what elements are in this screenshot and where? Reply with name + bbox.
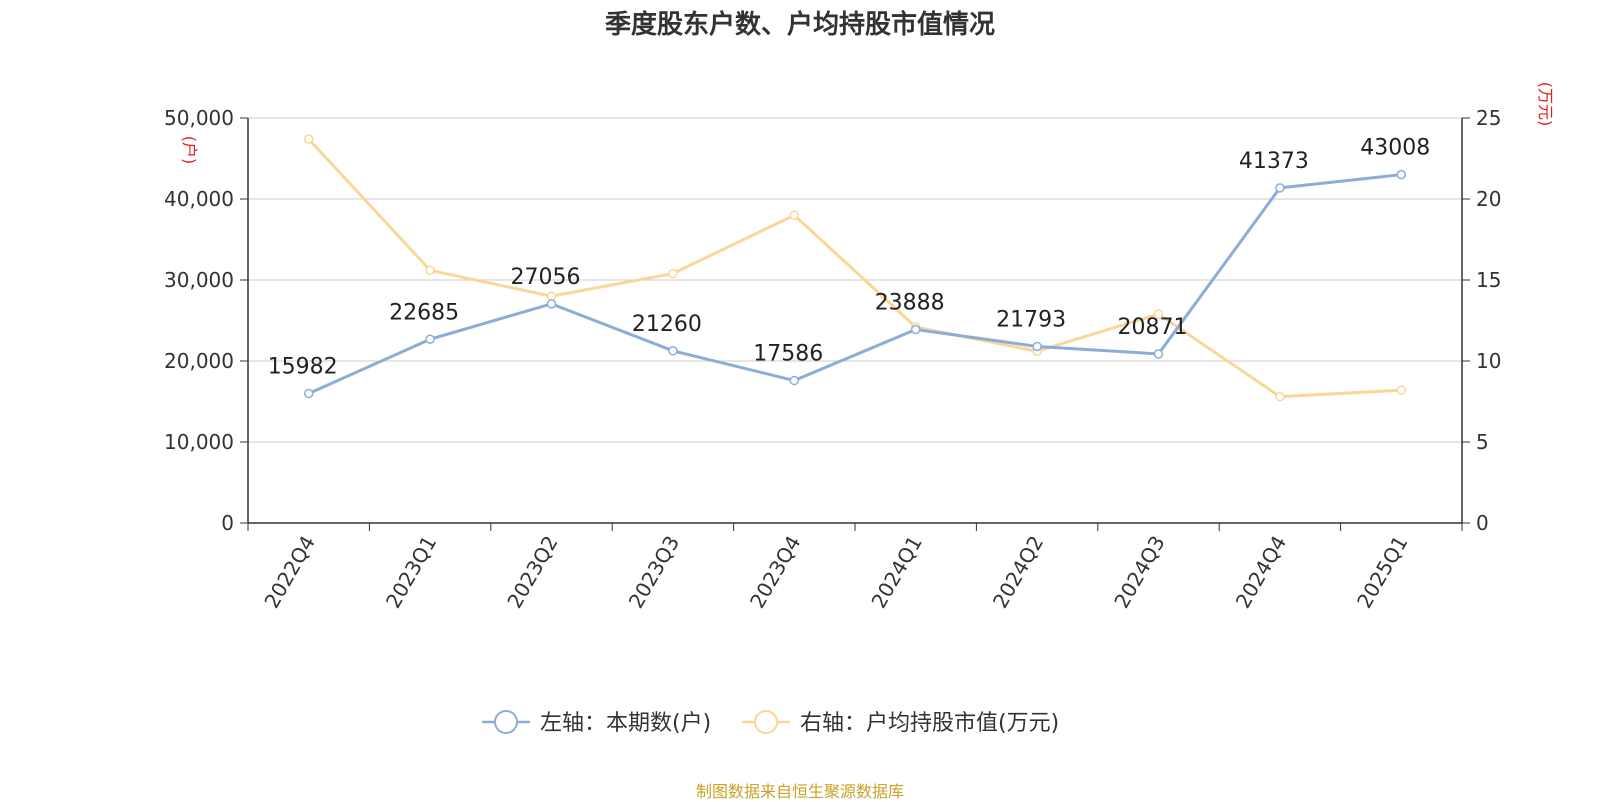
data-point[interactable] (910, 324, 921, 335)
data-point[interactable] (789, 210, 800, 220)
axes: 010,00020,00030,00040,00050,000051015202… (164, 82, 1555, 612)
data-label: 20871 (1118, 315, 1188, 340)
right-axis-tick-label: 0 (1476, 511, 1489, 535)
legend-label: 左轴：本期数(户) (540, 711, 711, 736)
data-point[interactable] (303, 134, 314, 144)
series-line (307, 138, 1402, 399)
data-point[interactable] (789, 375, 800, 386)
right-axis-tick-label: 10 (1476, 349, 1501, 373)
right-axis-unit: (万元) (1536, 82, 1555, 127)
x-axis-tick-label: 2023Q4 (745, 532, 805, 613)
legend[interactable]: 左轴：本期数(户) 右轴：户均持股市值(万元) (482, 710, 1059, 736)
legend-label: 右轴：户均持股市值(万元) (800, 711, 1059, 736)
data-label: 23888 (875, 291, 945, 316)
legend-swatch-marker (494, 710, 518, 734)
x-axis-tick-label: 2023Q2 (502, 532, 562, 613)
chart-title: 季度股东户数、户均持股市值情况 (604, 10, 995, 40)
left-axis-tick-label: 10,000 (164, 430, 234, 454)
x-axis-tick-label: 2024Q4 (1231, 532, 1291, 613)
legend-item[interactable]: 右轴：户均持股市值(万元) (742, 710, 1059, 736)
data-label: 22685 (389, 300, 459, 325)
data-point[interactable] (425, 265, 435, 276)
x-axis-tick-label: 2024Q1 (866, 532, 926, 613)
data-labels: 15982 22685 27056 21260 17586 23888 21793 20871… (268, 136, 1431, 380)
left-axis-tick-label: 50,000 (164, 106, 234, 130)
data-point[interactable] (1396, 385, 1407, 395)
data-point[interactable] (668, 346, 678, 356)
x-axis-tick-label: 2022Q4 (259, 532, 319, 613)
x-axis-tick-label: 2024Q2 (988, 532, 1048, 613)
data-label: 21260 (632, 312, 702, 337)
right-axis-tick-label: 25 (1476, 106, 1501, 130)
data-point[interactable] (546, 299, 557, 309)
data-point[interactable] (1275, 183, 1285, 193)
series-line (308, 173, 1402, 395)
data-point[interactable] (1153, 349, 1164, 359)
data-point[interactable] (1275, 391, 1285, 402)
x-axis-tick-label: 2023Q1 (381, 532, 441, 613)
gridlines (248, 117, 1462, 443)
left-axis-tick-label: 30,000 (164, 268, 234, 292)
legend-swatch-marker (754, 710, 778, 734)
data-point[interactable] (1032, 341, 1042, 352)
right-axis-tick-label: 20 (1476, 187, 1501, 211)
data-point[interactable] (668, 268, 678, 279)
data-label: 15982 (268, 355, 338, 380)
data-point[interactable] (546, 291, 557, 301)
data-point[interactable] (1396, 169, 1407, 180)
left-axis-tick-label: 0 (221, 511, 234, 535)
data-point[interactable] (303, 388, 314, 399)
data-label: 27056 (511, 265, 581, 290)
right-axis-tick-label: 15 (1476, 268, 1501, 292)
data-source-note: 制图数据来自恒生聚源数据库 (695, 782, 904, 801)
x-axis-tick-label: 2025Q1 (1352, 532, 1412, 613)
data-label: 43008 (1360, 136, 1430, 161)
left-axis-tick-label: 40,000 (164, 187, 234, 211)
data-point[interactable] (425, 334, 435, 345)
data-point[interactable] (1153, 309, 1164, 319)
left-axis-tick-label: 20,000 (164, 349, 234, 373)
data-label: 41373 (1239, 149, 1309, 174)
data-label: 17586 (753, 342, 823, 367)
data-label: 21793 (996, 307, 1066, 332)
legend-item[interactable]: 左轴：本期数(户) (482, 710, 711, 736)
right-axis-tick-label: 5 (1476, 430, 1489, 454)
x-axis-tick-label: 2023Q3 (624, 532, 684, 613)
series (303, 134, 1407, 402)
left-axis-unit: (户) (180, 136, 199, 165)
x-axis-tick-label: 2024Q3 (1109, 532, 1169, 613)
